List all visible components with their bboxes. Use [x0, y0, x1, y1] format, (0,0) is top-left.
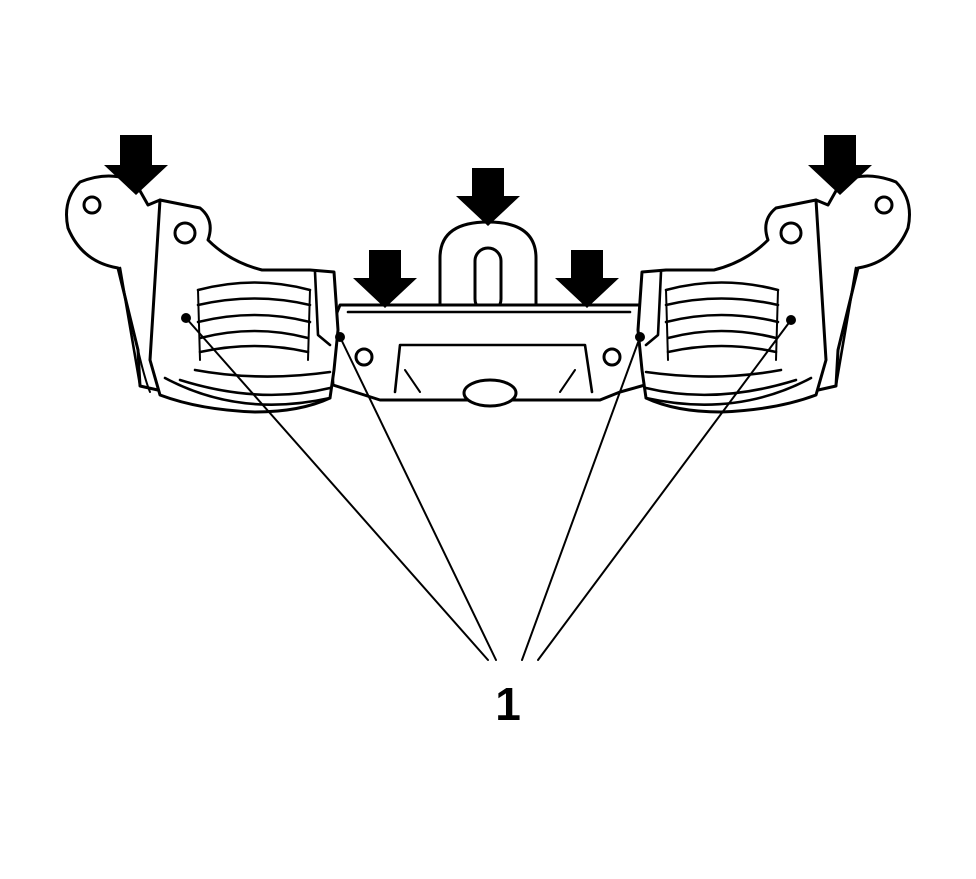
left-ear-hole [82, 195, 102, 215]
center-hole [462, 378, 518, 408]
bearing-cap-casting [65, 174, 911, 414]
leader-dot [786, 315, 796, 325]
left-bolt-hole [173, 221, 197, 245]
down-arrow-icon [104, 135, 168, 195]
leader-line [185, 317, 489, 661]
right-journal-ribs [644, 270, 798, 397]
leader-line [537, 319, 792, 661]
leader-line [521, 336, 641, 661]
callout-leaders [181, 313, 796, 661]
right-ear-hole [874, 195, 894, 215]
down-arrow-icon [555, 250, 619, 308]
center-slot [473, 246, 503, 314]
bolt-arrows [104, 135, 872, 308]
down-arrow-icon [353, 250, 417, 308]
down-arrow-icon [808, 135, 872, 195]
leader-dot [335, 332, 345, 342]
left-journal-ribs [178, 270, 332, 397]
callout-label: 1 [495, 678, 521, 730]
down-arrow-icon [456, 168, 520, 226]
leader-dot [635, 332, 645, 342]
right-bolt-hole [779, 221, 803, 245]
leader-line [339, 336, 497, 661]
leader-dot [181, 313, 191, 323]
